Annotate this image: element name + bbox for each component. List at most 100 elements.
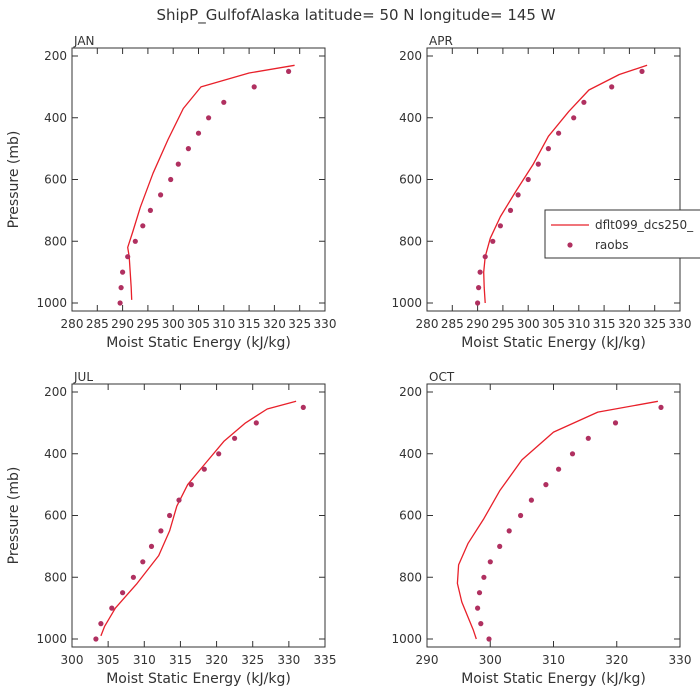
x-tick-label-jan: 325 bbox=[288, 317, 311, 331]
panel-title-apr: APR bbox=[429, 34, 453, 48]
raobs-point-jul bbox=[98, 621, 104, 627]
model-line-oct bbox=[456, 400, 659, 640]
raobs-point-oct bbox=[497, 543, 503, 550]
raobs-point-oct bbox=[528, 497, 535, 503]
raobs-point-apr bbox=[581, 99, 587, 105]
x-tick-label-jul: 315 bbox=[169, 653, 192, 667]
raobs-point-oct bbox=[658, 404, 664, 410]
raobs-point-apr bbox=[476, 285, 482, 291]
x-tick-label-apr: 285 bbox=[441, 317, 464, 331]
y-tick-label-oct: 200 bbox=[399, 385, 422, 399]
y-tick-label-apr: 400 bbox=[399, 111, 422, 125]
raobs-point-jul bbox=[232, 435, 238, 441]
x-tick-label-apr: 330 bbox=[669, 317, 692, 331]
raobs-point-jan bbox=[118, 285, 124, 291]
y-tick-label-jul: 400 bbox=[44, 447, 67, 461]
raobs-point-apr bbox=[515, 192, 521, 198]
raobs-point-jul bbox=[253, 420, 259, 426]
raobs-point-oct bbox=[569, 451, 576, 457]
y-tick-label-jul: 800 bbox=[44, 570, 67, 584]
raobs-point-jul bbox=[120, 590, 126, 596]
raobs-point-jul bbox=[130, 574, 136, 580]
raobs-point-jul bbox=[109, 605, 115, 611]
x-tick-label-apr: 300 bbox=[517, 317, 540, 331]
raobs-point-oct bbox=[475, 605, 481, 611]
raobs-point-apr bbox=[535, 161, 541, 167]
x-tick-label-oct: 290 bbox=[416, 653, 439, 667]
y-tick-label-jan: 600 bbox=[44, 173, 67, 187]
legend-model-label: dflt099_dcs250_ bbox=[595, 218, 694, 232]
raobs-point-oct bbox=[486, 636, 492, 642]
x-tick-label-jul: 325 bbox=[241, 653, 264, 667]
panel-title-oct: OCT bbox=[429, 370, 455, 384]
legend-box bbox=[544, 209, 700, 259]
raobs-point-jan bbox=[120, 269, 126, 275]
raobs-point-oct bbox=[478, 621, 484, 627]
raobs-point-apr bbox=[525, 176, 531, 183]
x-axis-label-apr: Moist Static Energy (kJ/kg) bbox=[461, 335, 646, 351]
x-tick-label-jan: 305 bbox=[187, 317, 210, 331]
raobs-point-jan bbox=[168, 176, 174, 183]
raobs-point-apr bbox=[639, 68, 645, 74]
x-tick-label-jan: 330 bbox=[314, 317, 337, 331]
y-tick-label-oct: 600 bbox=[399, 509, 422, 523]
plot-frame-apr bbox=[426, 47, 681, 312]
x-tick-label-apr: 325 bbox=[643, 317, 666, 331]
legend-obs-label: raobs bbox=[595, 238, 629, 252]
x-tick-label-apr: 280 bbox=[416, 317, 439, 331]
panel-oct: OCT 290 300 310 320 330 200 400 600 800 1000 Moist … bbox=[391, 370, 691, 687]
figure-title: ShipP_GulfofAlaska latitude= 50 N longit… bbox=[156, 6, 555, 25]
x-tick-label-oct: 300 bbox=[479, 653, 502, 667]
y-tick-label-jan: 1000 bbox=[36, 296, 67, 310]
y-tick-label-apr: 200 bbox=[399, 49, 422, 63]
y-tick-label-jan: 400 bbox=[44, 111, 67, 125]
raobs-point-oct bbox=[543, 482, 549, 488]
y-tick-label-jul: 200 bbox=[44, 385, 67, 399]
y-tick-label-jul: 600 bbox=[44, 509, 67, 523]
x-tick-label-jan: 315 bbox=[238, 317, 261, 331]
x-tick-label-jan: 320 bbox=[263, 317, 286, 331]
y-tick-label-apr: 1000 bbox=[391, 296, 422, 310]
y-axis-label-jul: Pressure (mb) bbox=[6, 467, 22, 565]
raobs-point-jan bbox=[117, 300, 123, 306]
y-tick-label-jul: 1000 bbox=[36, 632, 67, 646]
x-tick-label-jan: 290 bbox=[111, 317, 134, 331]
raobs-point-oct bbox=[585, 435, 591, 441]
raobs-point-apr bbox=[545, 146, 552, 152]
raobs-point-apr bbox=[497, 223, 503, 229]
plot-frame-oct bbox=[426, 383, 681, 648]
raobs-point-jan bbox=[185, 146, 191, 152]
x-tick-label-jan: 285 bbox=[86, 317, 109, 331]
raobs-point-jan bbox=[251, 84, 257, 90]
panel-title-jan: JAN bbox=[73, 34, 95, 48]
y-tick-label-jan: 800 bbox=[44, 234, 67, 248]
y-tick-label-oct: 400 bbox=[399, 447, 422, 461]
y-axis-label-jan: Pressure (mb) bbox=[6, 131, 22, 229]
raobs-point-oct bbox=[506, 528, 512, 534]
x-tick-label-jul: 335 bbox=[314, 653, 337, 667]
x-tick-label-apr: 315 bbox=[593, 317, 616, 331]
x-tick-label-jul: 300 bbox=[61, 653, 84, 667]
raobs-point-apr bbox=[475, 300, 481, 306]
raobs-point-jan bbox=[206, 115, 212, 121]
raobs-point-jan bbox=[195, 130, 202, 136]
x-tick-label-apr: 295 bbox=[491, 317, 514, 331]
panel-jul: JUL 300 305 310 315 320 325 330 335 200 400 600 800 1… bbox=[6, 370, 336, 687]
x-tick-label-jul: 320 bbox=[205, 653, 228, 667]
raobs-point-jan bbox=[147, 207, 153, 213]
raobs-point-oct bbox=[518, 512, 524, 519]
x-tick-label-jan: 310 bbox=[212, 317, 235, 331]
raobs-point-apr bbox=[609, 84, 615, 90]
raobs-point-jan bbox=[158, 192, 164, 198]
raobs-point-oct bbox=[487, 559, 493, 565]
raobs-point-jul bbox=[148, 543, 155, 550]
x-tick-label-oct: 330 bbox=[669, 653, 692, 667]
y-tick-label-jan: 200 bbox=[44, 49, 67, 63]
raobs-point-jul bbox=[216, 451, 222, 457]
raobs-point-apr bbox=[482, 254, 488, 260]
y-tick-label-oct: 800 bbox=[399, 570, 422, 584]
raobs-point-jan bbox=[286, 68, 292, 74]
raobs-point-apr bbox=[556, 130, 562, 136]
